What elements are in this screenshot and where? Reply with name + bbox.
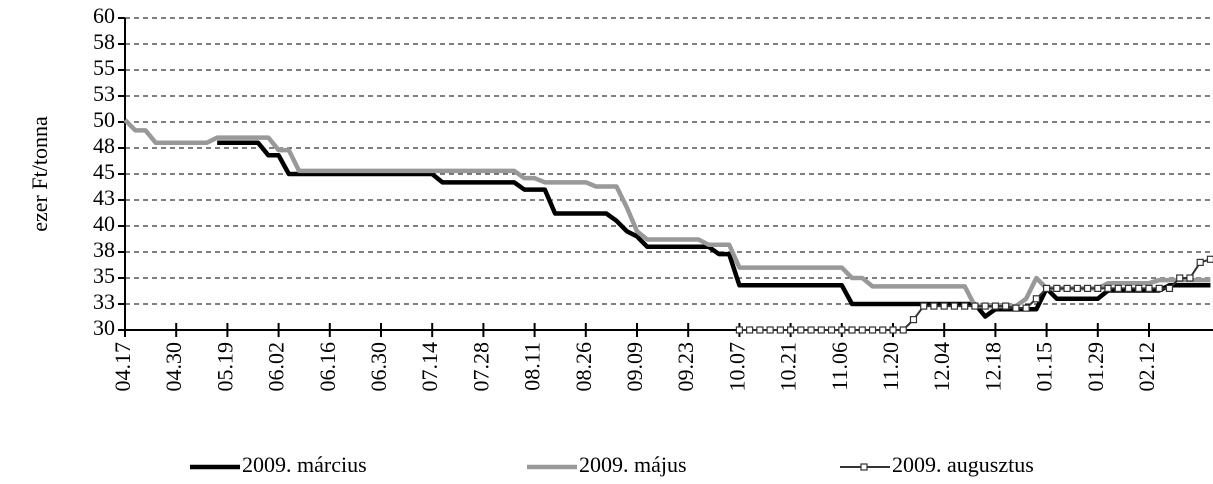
y-tick-label: 45 [93,159,115,184]
x-tick-label: 01.29 [1083,342,1108,392]
legend-label: 2009. augusztus [892,452,1034,477]
y-tick-label: 48 [93,133,115,158]
marker [756,326,764,334]
x-tick-label: 11.20 [878,342,903,391]
marker [1165,284,1174,292]
x-tick-label: 10.07 [724,342,749,392]
y-tick-label: 30 [93,315,115,340]
series-line [739,258,1211,331]
y-tick-label: 50 [93,107,115,132]
y-tick-label: 40 [93,211,115,236]
marker [838,326,846,334]
marker [899,326,907,334]
legend-marker [860,463,868,471]
marker [735,326,744,334]
legend-label: 2009. március [242,452,367,477]
marker [1053,284,1061,292]
marker [1176,274,1184,282]
x-tick-label: 01.15 [1032,342,1057,392]
marker [940,302,948,310]
y-tick-label: 55 [93,55,115,80]
marker [909,316,918,324]
marker [879,326,887,334]
x-tick-label: 11.06 [827,342,852,391]
x-tick-label: 06.16 [315,342,340,392]
x-tick-label: 06.02 [264,342,289,392]
x-tick-label: 02.12 [1134,342,1159,392]
y-axis-label: ezer Ft/tonna [27,116,52,232]
x-tick-label: 07.14 [417,342,442,392]
marker [1145,284,1153,292]
x-tick-label: 09.23 [673,342,698,392]
y-tick-label: 43 [93,185,115,210]
marker [971,302,979,310]
marker [1196,258,1204,266]
y-tick-label: 53 [93,81,115,106]
marker [797,326,805,334]
x-tick-label: 04.30 [161,342,186,392]
marker [1042,284,1051,292]
marker [1002,302,1010,310]
marker [786,326,795,334]
marker [1135,284,1143,292]
x-tick-label: 04.17 [110,342,135,392]
marker [848,326,856,334]
marker [817,326,825,334]
marker [981,302,989,310]
marker [920,302,928,310]
marker [1206,255,1213,263]
legend-label: 2009. május [579,452,687,477]
x-tick-label: 08.11 [520,342,545,391]
y-tick-label: 38 [93,237,115,262]
marker [868,326,877,334]
series-line [123,118,1211,309]
marker [1124,284,1133,292]
marker [1186,274,1194,282]
x-tick-label: 09.09 [622,342,647,392]
marker [930,302,938,310]
x-tick-label: 12.04 [929,342,954,392]
marker [1032,295,1040,303]
marker [1073,284,1081,292]
marker [1022,304,1030,312]
x-tick-label: 10.21 [776,342,801,392]
marker [766,326,774,334]
x-tick-label: 08.26 [571,342,596,392]
marker [1063,284,1071,292]
marker [1083,284,1092,292]
marker [776,326,784,334]
marker [889,326,897,334]
marker [1114,284,1122,292]
x-tick-label: 05.19 [212,342,237,392]
x-tick-label: 12.18 [980,342,1005,392]
y-tick-label: 33 [93,289,115,314]
marker [1104,284,1112,292]
x-tick-label: 06.30 [366,342,391,392]
marker [1012,304,1020,312]
marker [1155,284,1163,292]
marker [991,302,1000,310]
x-tick-label: 07.28 [468,342,493,392]
y-tick-label: 60 [93,3,115,28]
marker [1094,284,1102,292]
marker [858,326,866,334]
y-tick-label: 58 [93,29,115,54]
marker [827,326,836,334]
marker [961,302,969,310]
y-tick-label: 35 [93,263,115,288]
marker [746,326,754,334]
marker [950,302,959,310]
marker [807,326,815,334]
